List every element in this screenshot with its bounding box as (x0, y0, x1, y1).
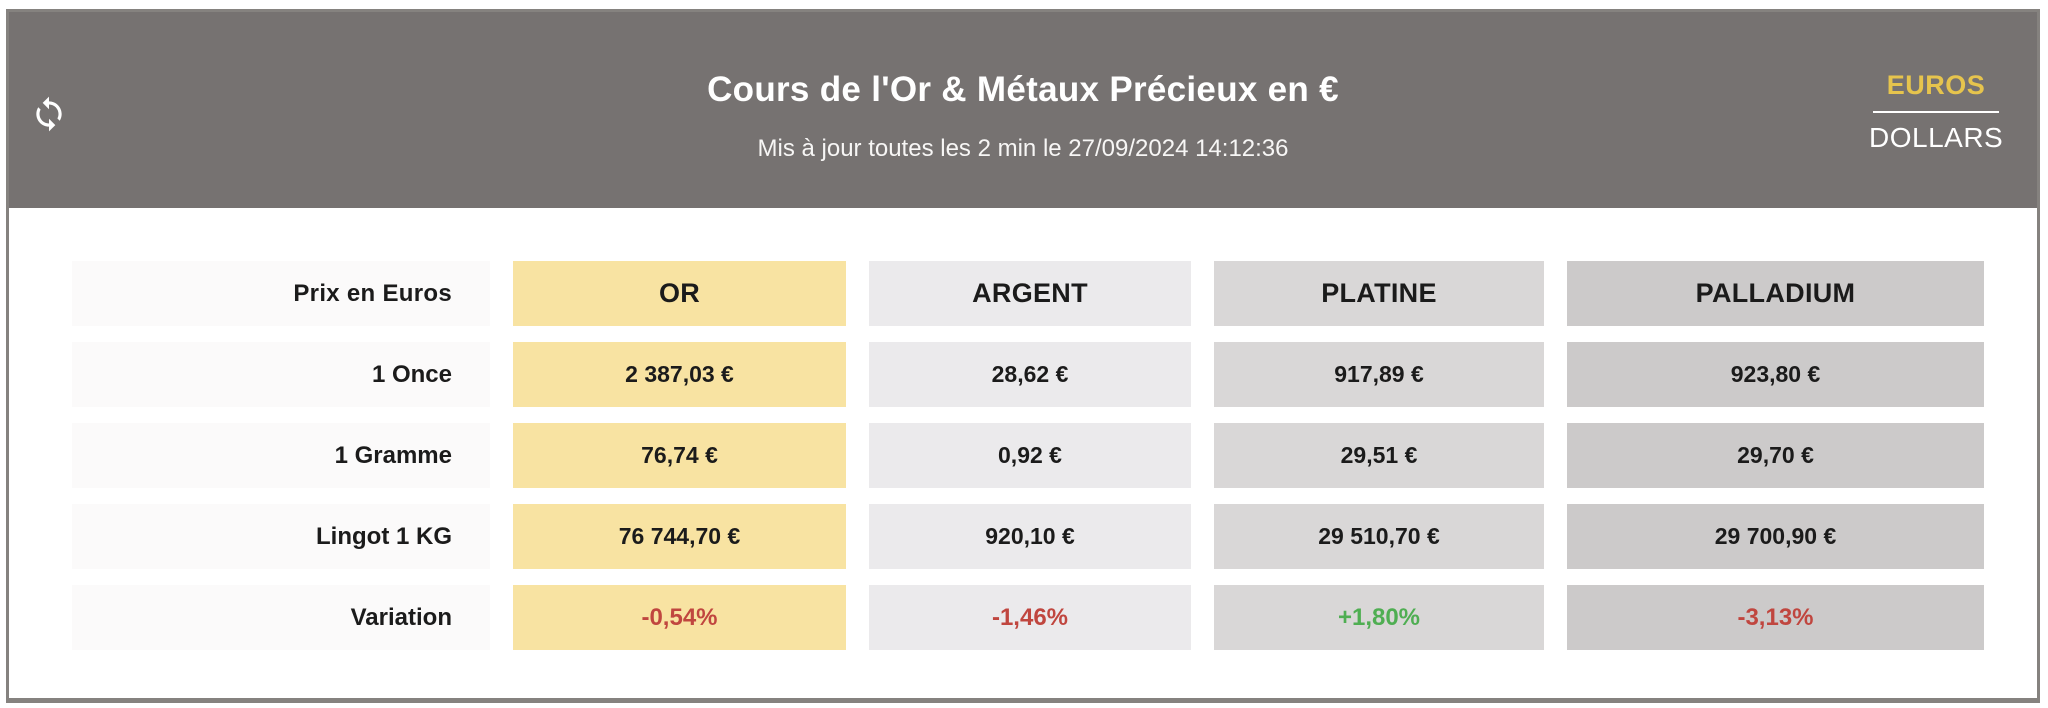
price-once-palladium: 923,80 € (1567, 342, 1984, 407)
row-label-once: 1 Once (72, 342, 490, 407)
variation-platine: +1,80% (1214, 585, 1544, 650)
column-header-platine: PLATINE (1214, 261, 1544, 326)
refresh-button[interactable] (29, 95, 69, 135)
price-gramme-platine: 29,51 € (1214, 423, 1544, 488)
row-label-lingot: Lingot 1 KG (72, 504, 490, 569)
sync-refresh-icon (30, 96, 68, 136)
currency-option-dollars[interactable]: DOLLARS (1869, 122, 2004, 153)
price-gramme-or: 76,74 € (513, 423, 846, 488)
price-once-platine: 917,89 € (1214, 342, 1544, 407)
price-once-or: 2 387,03 € (513, 342, 846, 407)
page-title: Cours de l'Or & Métaux Précieux en € (707, 70, 1339, 109)
price-gramme-palladium: 29,70 € (1567, 423, 1984, 488)
gold-price-widget: Cours de l'Or & Métaux Précieux en € Mis… (6, 9, 2040, 703)
row-label-variation: Variation (72, 585, 490, 650)
currency-toggle: EUROS DOLLARS (1869, 70, 2003, 154)
variation-or: -0,54% (513, 585, 846, 650)
currency-divider (1873, 111, 1999, 113)
last-updated-text: Mis à jour toutes les 2 min le 27/09/202… (757, 135, 1289, 162)
price-table: Prix en Euros OR ARGENT PLATINE PALLADIU… (72, 261, 2037, 650)
currency-option-euros[interactable]: EUROS (1869, 70, 2003, 100)
column-header-or: OR (513, 261, 846, 326)
column-header-argent: ARGENT (869, 261, 1191, 326)
price-once-argent: 28,62 € (869, 342, 1191, 407)
price-lingot-palladium: 29 700,90 € (1567, 504, 1984, 569)
table-corner-label: Prix en Euros (72, 261, 490, 326)
row-label-gramme: 1 Gramme (72, 423, 490, 488)
widget-header: Cours de l'Or & Métaux Précieux en € Mis… (9, 12, 2037, 208)
price-lingot-argent: 920,10 € (869, 504, 1191, 569)
price-lingot-or: 76 744,70 € (513, 504, 846, 569)
variation-argent: -1,46% (869, 585, 1191, 650)
column-header-palladium: PALLADIUM (1567, 261, 1984, 326)
price-lingot-platine: 29 510,70 € (1214, 504, 1544, 569)
price-gramme-argent: 0,92 € (869, 423, 1191, 488)
variation-palladium: -3,13% (1567, 585, 1984, 650)
